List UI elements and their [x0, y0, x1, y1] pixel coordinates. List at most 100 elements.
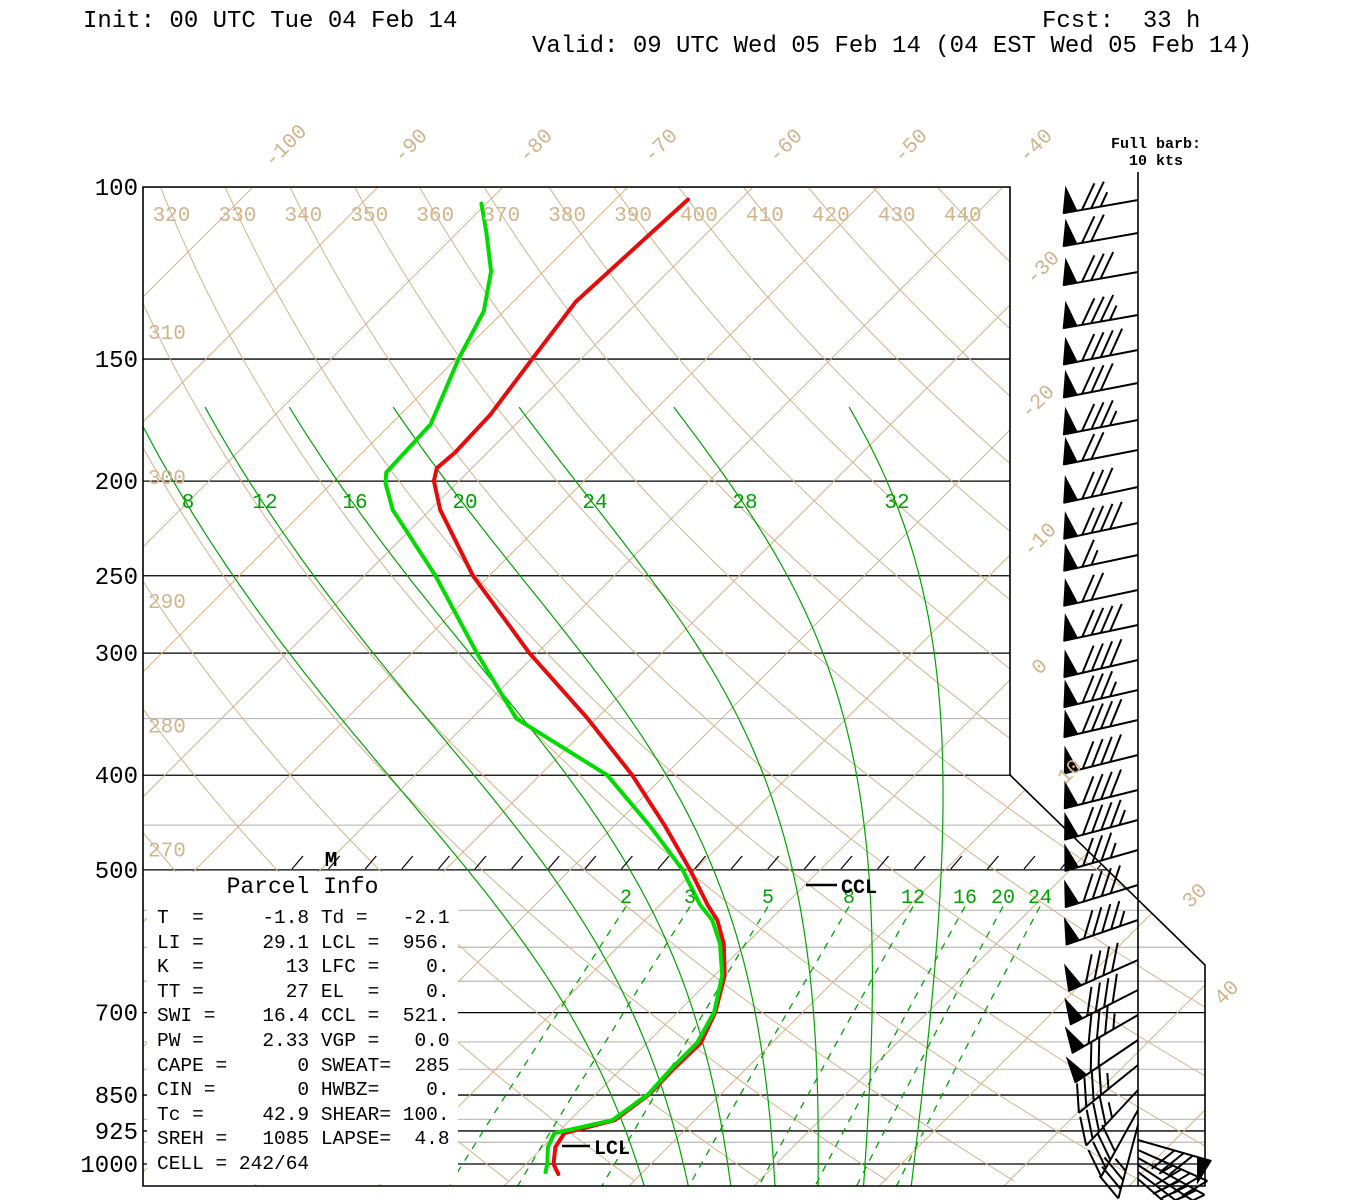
- dry-adiabat-left-label: 310: [148, 323, 186, 346]
- isotherm-top-label: -100: [261, 121, 313, 173]
- temperature-curve: [431, 197, 727, 1177]
- pressure-tick-label: 300: [95, 642, 138, 669]
- dry-adiabat-top-label: 330: [219, 205, 257, 228]
- dry-adiabat-top-label: 390: [614, 205, 652, 228]
- wind-barb: [1064, 832, 1139, 872]
- isotherm-top-label: -40: [1015, 125, 1058, 168]
- m-marker-label: M: [325, 850, 338, 873]
- dry-adiabat-top-label: 380: [548, 205, 586, 228]
- wind-barbs: [1062, 181, 1212, 1200]
- pressure-tick-label: 925: [95, 1120, 138, 1147]
- isotherm-top-label: -80: [515, 125, 558, 168]
- wind-barb: [1062, 399, 1139, 436]
- wind-barb: [1063, 501, 1139, 540]
- parcel-info-row: K = 13 LFC = 0.: [157, 956, 450, 979]
- dry-adiabat-top-label: 440: [944, 205, 982, 228]
- dry-adiabat-left-label: 280: [148, 716, 186, 739]
- dewpoint-curve: [383, 201, 725, 1174]
- wind-barb: [1063, 638, 1139, 679]
- init-time-label: Init: 00 UTC Tue 04 Feb 14: [83, 8, 458, 35]
- parcel-info-box: Parcel Info T = -1.8 Td = -2.1 LI = 29.1 …: [147, 872, 458, 1184]
- mixing-ratio-label: 2: [620, 887, 632, 910]
- pressure-tick-label: 250: [95, 565, 138, 592]
- isotherm-right-label: 10: [1054, 756, 1088, 790]
- mixing-ratio-label: 3: [684, 887, 696, 910]
- dry-adiabat-top-label: 340: [284, 205, 322, 228]
- wind-barb: [1062, 181, 1139, 215]
- wind-barb: [1064, 799, 1139, 841]
- valid-time-label: Valid: 09 UTC Wed 05 Feb 14 (04 EST Wed …: [532, 33, 1253, 60]
- wind-barb: [1064, 973, 1139, 1026]
- ccl-marker-label: CCL: [841, 877, 877, 900]
- dry-adiabat-top-label: 420: [812, 205, 850, 228]
- isotherm-top-label: -90: [390, 125, 433, 168]
- isotherm-right-label: 30: [1179, 880, 1213, 914]
- parcel-info-row: SWI = 16.4 CCL = 521.: [157, 1005, 450, 1028]
- wind-barb: [1076, 1064, 1139, 1114]
- parcel-info-row: TT = 27 EL = 0.: [157, 980, 450, 1003]
- wind-barb: [1087, 1109, 1139, 1177]
- moist-adiabat-label: 12: [252, 492, 277, 515]
- parcel-info-row: Tc = 42.9 SHEAR= 100.: [157, 1103, 450, 1126]
- moist-adiabat-label: 28: [732, 492, 757, 515]
- dry-adiabat-left-label: 270: [148, 840, 186, 863]
- mixing-ratio-label: 16: [953, 887, 977, 910]
- isotherm-right-label: -20: [1017, 381, 1060, 424]
- dry-adiabat-top-label: 320: [153, 205, 191, 228]
- wind-barb: [1063, 900, 1139, 946]
- pressure-tick-label: 850: [95, 1084, 138, 1111]
- isotherm-top-label: -50: [890, 125, 933, 168]
- mixing-ratio-lines: [445, 906, 1041, 1186]
- wind-barb: [1064, 942, 1139, 992]
- mixing-ratio-label: 5: [762, 887, 774, 910]
- pressure-tick-label: 700: [95, 1002, 138, 1029]
- wind-barb: [1063, 734, 1139, 775]
- wind-barb: [1063, 769, 1139, 810]
- parcel-info-row: T = -1.8 Td = -2.1: [157, 907, 450, 929]
- parcel-info-row: CAPE = 0 SWEAT= 285: [157, 1054, 450, 1077]
- dry-adiabat-top-label: 370: [482, 205, 520, 228]
- hatch-marks-500: [291, 855, 1109, 870]
- moist-adiabat-label: 20: [452, 492, 477, 515]
- wind-barb: [1064, 865, 1139, 909]
- wind-barb: [1063, 698, 1139, 739]
- isotherm-top-label: -60: [765, 125, 808, 168]
- moist-adiabat-label: 24: [582, 492, 607, 515]
- wind-barb: [1079, 1089, 1139, 1147]
- sounding-curves: [383, 197, 727, 1177]
- wind-barb: [1137, 1171, 1177, 1200]
- parcel-info-row: CELL = 242/64: [157, 1152, 310, 1175]
- mixing-ratio-label: 20: [991, 887, 1015, 910]
- mixing-ratio-label: 24: [1028, 887, 1052, 910]
- parcel-info-row: PW = 2.33 VGP = 0.0: [157, 1029, 450, 1052]
- wind-barb: [1137, 1139, 1212, 1185]
- parcel-info-row: CIN = 0 HWBZ= 0.: [157, 1079, 450, 1102]
- mixing-ratio-label: 8: [843, 887, 855, 910]
- wind-barb: [1063, 467, 1139, 504]
- pressure-tick-label: 100: [95, 176, 138, 203]
- plot-border: [142, 186, 1206, 1187]
- isotherm-right-label: 0: [1028, 655, 1053, 680]
- mixing-ratio-label: 12: [901, 887, 925, 910]
- forecast-hour-label: Fcst: 33 h: [1042, 8, 1201, 35]
- wind-barb-legend-line1: Full barb:: [1110, 136, 1202, 153]
- wind-barb: [1062, 251, 1139, 287]
- lcl-marker-label: LCL: [594, 1138, 630, 1161]
- dry-adiabat-left-label: 300: [148, 468, 186, 491]
- dry-adiabat-top-label: 350: [350, 205, 388, 228]
- dry-adiabat-top-label: 430: [878, 205, 916, 228]
- wind-barb: [1063, 670, 1139, 709]
- pressure-tick-label: 200: [95, 470, 138, 497]
- wind-barb: [1063, 539, 1139, 572]
- isotherm-right-label: -10: [1019, 519, 1062, 562]
- wind-barb-legend-line2: 10 kts: [1128, 153, 1184, 170]
- isotherm-right-label: 40: [1211, 977, 1245, 1011]
- wind-barb: [1098, 1124, 1139, 1200]
- pressure-tick-label: 500: [95, 859, 138, 886]
- parcel-info-title: Parcel Info: [226, 874, 379, 900]
- dry-adiabat-top-label: 410: [746, 205, 784, 228]
- parcel-info-row: SREH = 1085 LAPSE= 4.8: [157, 1128, 450, 1151]
- moist-adiabat-label: 8: [182, 492, 195, 515]
